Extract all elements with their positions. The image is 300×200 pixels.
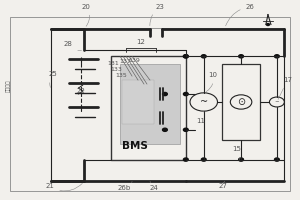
Text: 23: 23 — [150, 4, 165, 26]
Circle shape — [239, 158, 244, 161]
Text: ⊙: ⊙ — [237, 97, 245, 107]
Text: 17: 17 — [278, 77, 292, 99]
Text: 135: 135 — [116, 73, 127, 78]
Bar — [222, 64, 260, 140]
Bar — [10, 17, 290, 191]
Bar — [120, 64, 180, 144]
Bar — [52, 28, 284, 181]
Text: 15: 15 — [232, 146, 241, 160]
Bar — [111, 56, 186, 160]
Text: 26: 26 — [226, 4, 254, 26]
Text: 12: 12 — [136, 39, 146, 45]
Text: ~: ~ — [200, 97, 208, 107]
Text: 25: 25 — [49, 71, 57, 87]
Circle shape — [201, 55, 206, 58]
Circle shape — [266, 24, 269, 26]
Text: 20: 20 — [81, 4, 90, 26]
Text: 24: 24 — [150, 181, 159, 191]
Text: 133: 133 — [111, 67, 122, 72]
Text: 11: 11 — [196, 111, 205, 124]
Text: 高壓供電: 高壓供電 — [6, 80, 11, 92]
Text: 22: 22 — [77, 88, 85, 94]
Circle shape — [163, 92, 167, 96]
Circle shape — [183, 55, 188, 58]
Circle shape — [201, 158, 206, 161]
Text: 10: 10 — [206, 72, 217, 92]
Text: 27: 27 — [219, 181, 228, 189]
Circle shape — [239, 55, 244, 58]
Circle shape — [183, 55, 188, 58]
Circle shape — [183, 158, 188, 161]
Text: ~: ~ — [274, 99, 279, 104]
Bar — [122, 80, 154, 124]
Circle shape — [163, 128, 167, 131]
Text: 21: 21 — [46, 183, 82, 191]
Text: 131: 131 — [108, 61, 119, 66]
Circle shape — [274, 55, 279, 58]
Text: 26b: 26b — [117, 181, 132, 191]
Text: BMS: BMS — [122, 141, 148, 151]
Circle shape — [183, 128, 188, 131]
Circle shape — [274, 158, 279, 161]
Text: 137: 137 — [120, 59, 131, 64]
Circle shape — [183, 92, 188, 96]
Text: 139: 139 — [128, 58, 140, 63]
Text: 28: 28 — [63, 41, 82, 51]
